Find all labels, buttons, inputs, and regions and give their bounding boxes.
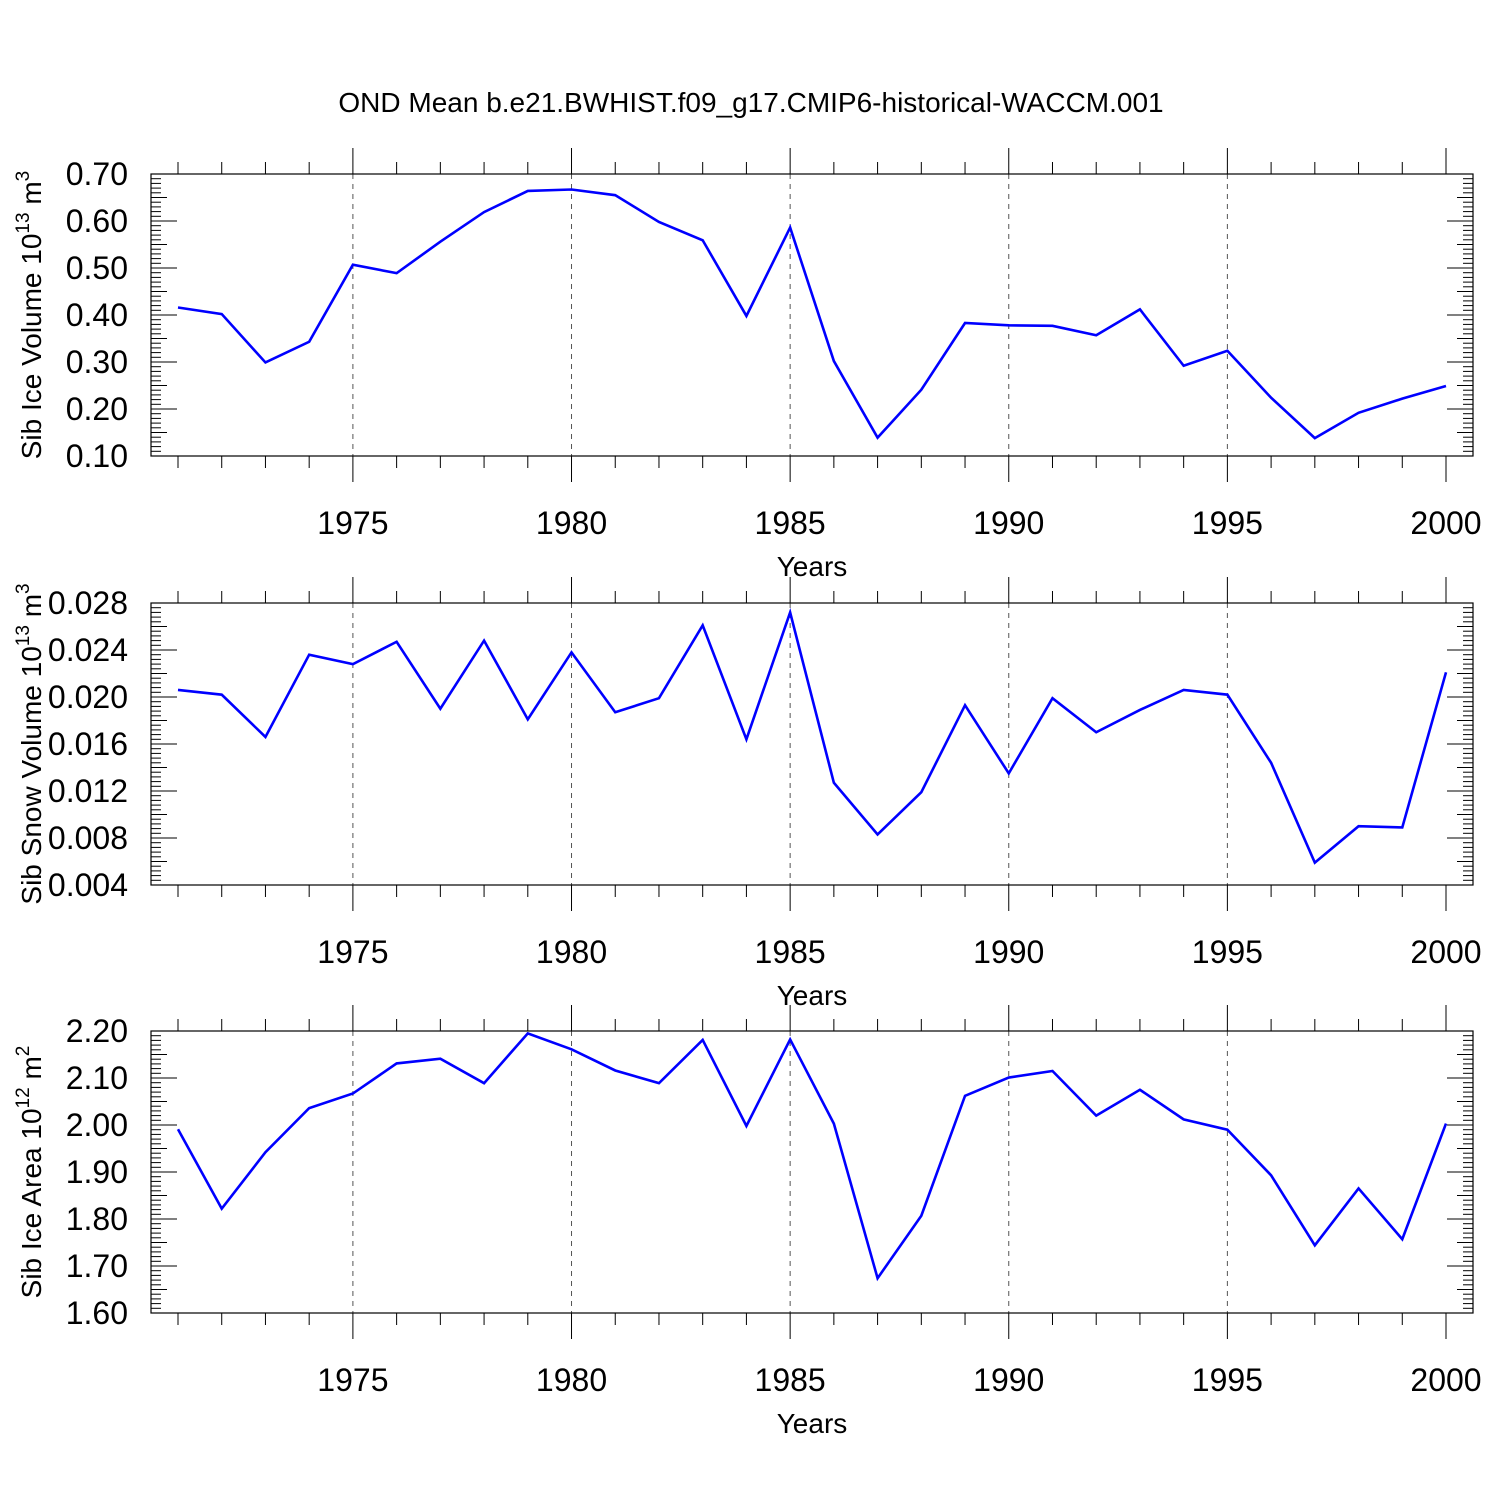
x-tick-label: 1980 xyxy=(536,505,607,541)
x-tick-label: 2000 xyxy=(1410,1362,1481,1398)
x-tick-label: 2000 xyxy=(1410,505,1481,541)
x-tick-label: 1990 xyxy=(973,1362,1044,1398)
x-tick-label: 1985 xyxy=(755,1362,826,1398)
x-axis-label: Years xyxy=(777,1408,848,1439)
y-tick-label: 0.60 xyxy=(66,203,128,239)
panel-3: 1.60 1.70 1.80 1.90 2.00 2.10 2.20 1975 1980 1985… xyxy=(13,1005,1482,1439)
figure-title: OND Mean b.e21.BWHIST.f09_g17.CMIP6-hist… xyxy=(338,87,1163,118)
x-tick-label: 1975 xyxy=(317,1362,388,1398)
x-axis-label: Years xyxy=(777,551,848,582)
x-tick-label: 1980 xyxy=(536,934,607,970)
y-tick-label: 1.70 xyxy=(66,1248,128,1284)
y-tick-label: 0.016 xyxy=(48,726,128,762)
x-tick-label: 1995 xyxy=(1192,934,1263,970)
y-tick-label: 0.20 xyxy=(66,391,128,427)
x-axis-label: Years xyxy=(777,980,848,1011)
panel-1: 0.10 0.20 0.30 0.40 0.50 0.60 0.70 1975 1980 1985… xyxy=(13,148,1482,582)
x-tick-label: 1975 xyxy=(317,505,388,541)
x-tick-label: 1995 xyxy=(1192,1362,1263,1398)
y-tick-label: 2.00 xyxy=(66,1107,128,1143)
x-tick-label: 1990 xyxy=(973,505,1044,541)
x-tick-label: 1975 xyxy=(317,934,388,970)
y-tick-label: 0.012 xyxy=(48,773,128,809)
panel-2: 0.004 0.008 0.012 0.016 0.020 0.024 0.028 1975 1… xyxy=(13,577,1482,1011)
y-axis-label: Sib Snow Volume 1013 m3 xyxy=(13,583,47,904)
x-tick-label: 1980 xyxy=(536,1362,607,1398)
y-tick-label: 2.20 xyxy=(66,1013,128,1049)
x-tick-label: 2000 xyxy=(1410,934,1481,970)
y-tick-label: 0.70 xyxy=(66,156,128,192)
y-axis-label: Sib Ice Volume 1013 m3 xyxy=(13,171,47,460)
series-line xyxy=(176,1031,1448,1282)
y-tick-label: 0.008 xyxy=(48,820,128,856)
y-tick-label: 0.50 xyxy=(66,250,128,286)
y-tick-label: 1.60 xyxy=(66,1295,128,1331)
series-line xyxy=(177,607,1448,865)
y-tick-label: 0.028 xyxy=(48,585,128,621)
x-tick-label: 1995 xyxy=(1192,505,1263,541)
y-axis-label: Sib Ice Area 1012 m2 xyxy=(13,1046,47,1299)
y-tick-label: 0.10 xyxy=(66,438,128,474)
y-tick-label: 0.40 xyxy=(66,297,128,333)
x-tick-label: 1985 xyxy=(755,505,826,541)
y-tick-label: 0.020 xyxy=(48,679,128,715)
y-tick-label: 1.90 xyxy=(66,1154,128,1190)
x-tick-label: 1990 xyxy=(973,934,1044,970)
y-tick-label: 2.10 xyxy=(66,1060,128,1096)
series-line xyxy=(177,188,1447,440)
y-tick-label: 0.004 xyxy=(48,867,128,903)
y-tick-label: 0.024 xyxy=(48,632,128,668)
y-tick-label: 0.30 xyxy=(66,344,128,380)
y-tick-label: 1.80 xyxy=(66,1201,128,1237)
x-tick-label: 1985 xyxy=(755,934,826,970)
